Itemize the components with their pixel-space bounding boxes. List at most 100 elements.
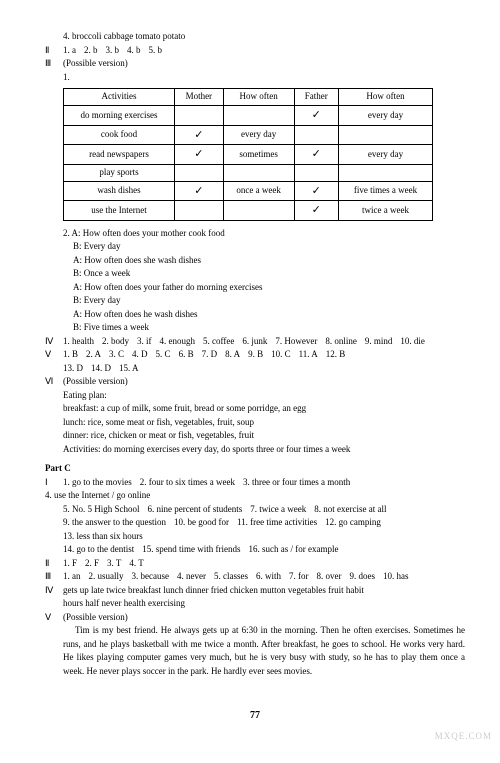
sec4-label: Ⅳ (45, 335, 63, 349)
answer-item: 7. for (289, 570, 309, 584)
answer-item: 13. D (63, 362, 83, 376)
section-5: Ⅴ 1. B 2. A 3. C 4. D 5. C 6. B 7. D 8. … (45, 348, 465, 362)
cell: every day (338, 145, 432, 165)
answer-item: 7. twice a week (250, 503, 306, 517)
sec6-label: Ⅵ (45, 375, 63, 389)
cell: ✓ (174, 125, 223, 145)
c5-note: (Possible version) (63, 611, 128, 625)
answer-item: 2. b (84, 44, 98, 58)
answer-item: 8. A (225, 348, 240, 362)
section-5-cont: 13. D 14. D 15. A (45, 362, 465, 376)
answer-item: 5. No. 5 High School (63, 503, 140, 517)
watermark: MXQE.COM (435, 730, 492, 744)
answer-item: 14. go to the dentist (63, 543, 134, 557)
answer-item: 10. has (383, 570, 409, 584)
answer-item: 4. b (127, 44, 141, 58)
c4-label: Ⅳ (45, 584, 63, 598)
cell: ✓ (294, 145, 338, 165)
answer-item: 13. less than six hours (63, 530, 143, 544)
c1-label: Ⅰ (45, 476, 63, 490)
dialog-line: A: How often does your father do morning… (45, 281, 465, 295)
section-2: Ⅱ 1. a 2. b 3. b 4. b 5. b (45, 44, 465, 58)
answer-item: 2. body (102, 335, 129, 349)
sec6-line: lunch: rice, some meat or fish, vegetabl… (45, 416, 465, 430)
cell: ✓ (294, 201, 338, 221)
answer-item: 11. A (299, 348, 318, 362)
table-header: Father (294, 89, 338, 106)
cell: sometimes (223, 145, 294, 165)
cell: every day (223, 125, 294, 145)
cell: read newspapers (64, 145, 175, 165)
answer-item: 2. A (86, 348, 101, 362)
answer-item: 4. D (132, 348, 148, 362)
cell (174, 164, 223, 181)
answer-item: 6. with (256, 570, 281, 584)
answer-item: 1. F (63, 557, 77, 571)
table-row: cook food✓every day (64, 125, 433, 145)
table-header: Activities (64, 89, 175, 106)
answer-item: 3. because (132, 570, 169, 584)
answer-item: 12. go camping (325, 516, 381, 530)
answer-item: 9. mind (365, 335, 393, 349)
c2-label: Ⅱ (45, 557, 63, 571)
top-line: 4. broccoli cabbage tomato potato (45, 30, 465, 44)
sec6-line: dinner: rice, chicken or meat or fish, v… (45, 429, 465, 443)
sec6-line: breakfast: a cup of milk, some fruit, br… (45, 402, 465, 416)
dialog-line: B: Once a week (45, 267, 465, 281)
table-row: read newspapers✓sometimes✓every day (64, 145, 433, 165)
dialog-line: B: Every day (45, 240, 465, 254)
c1-row: Ⅰ 1. go to the movies 2. four to six tim… (45, 476, 465, 503)
section-4: Ⅳ 1. health 2. body 3. if 4. enough 5. c… (45, 335, 465, 349)
answer-item: 4. never (177, 570, 206, 584)
cell: ✓ (294, 106, 338, 126)
activities-table: Activities Mother How often Father How o… (63, 88, 433, 221)
answer-item: 5. classes (214, 570, 248, 584)
answer-item: 1. B (63, 348, 78, 362)
dialog-line: B: Every day (45, 294, 465, 308)
cell (223, 164, 294, 181)
sec3-num: 1. (45, 71, 465, 85)
sec5-label: Ⅴ (45, 348, 63, 362)
answer-item: 6. nine percent of students (148, 503, 243, 517)
answer-item: 5. b (149, 44, 163, 58)
answer-item: 9. B (248, 348, 263, 362)
cell (174, 106, 223, 126)
c5-header: Ⅴ (Possible version) (45, 611, 465, 625)
answer-item: 10. C (271, 348, 291, 362)
answer-item: 1. an (63, 570, 81, 584)
cell: every day (338, 106, 432, 126)
answer-item: 2. four to six times a week (140, 476, 235, 490)
sec3-label: Ⅲ (45, 57, 63, 71)
c1-row: 14. go to the dentist 15. spend time wit… (45, 543, 465, 557)
answer-item: 16. such as / for example (249, 543, 339, 557)
answer-item: 3. if (137, 335, 152, 349)
cell: ✓ (174, 181, 223, 201)
answer-item: 1. health (63, 335, 94, 349)
answer-item: 12. B (326, 348, 346, 362)
cell (294, 164, 338, 181)
answer-item: 5. coffee (203, 335, 234, 349)
table-header: How often (338, 89, 432, 106)
table-header-row: Activities Mother How often Father How o… (64, 89, 433, 106)
cell: use the Internet (64, 201, 175, 221)
answer-item: 9. does (350, 570, 376, 584)
answer-item: 7. However (275, 335, 317, 349)
dialog-line: A: How often does she wash dishes (45, 254, 465, 268)
cell (338, 125, 432, 145)
answer-item: 3. C (109, 348, 124, 362)
c5-label: Ⅴ (45, 611, 63, 625)
sec3-note: (Possible version) (63, 57, 128, 71)
c4-line: gets up late twice breakfast lunch dinne… (63, 584, 364, 598)
table-row: wash dishes✓once a week✓five times a wee… (64, 181, 433, 201)
answer-item: 11. free time activities (237, 516, 317, 530)
answer-item: 1. go to the movies (63, 476, 132, 490)
answer-item: 4. use the Internet / go online (45, 489, 150, 503)
table-row: use the Internet✓twice a week (64, 201, 433, 221)
cell: once a week (223, 181, 294, 201)
cell (294, 125, 338, 145)
table-row: play sports (64, 164, 433, 181)
table-header: Mother (174, 89, 223, 106)
answer-item: 8. over (317, 570, 342, 584)
answer-item: 2. F (85, 557, 99, 571)
c3-label: Ⅲ (45, 570, 63, 584)
